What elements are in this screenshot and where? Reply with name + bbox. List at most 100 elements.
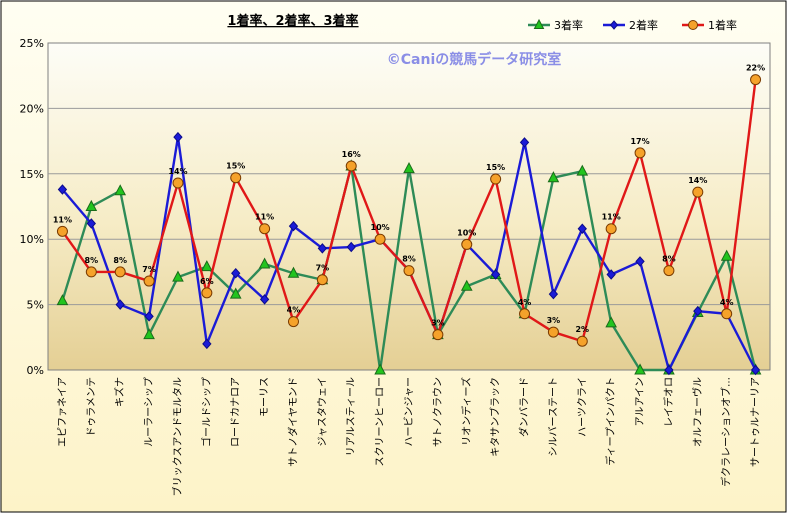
data-label: 6% — [200, 277, 214, 286]
data-point — [403, 265, 415, 277]
data-point — [605, 223, 617, 235]
legend-marker — [533, 18, 545, 29]
data-point — [692, 186, 704, 198]
data-label: 3% — [431, 319, 445, 328]
data-point — [229, 287, 242, 299]
data-point — [460, 279, 473, 291]
data-labels: 11% 8% 8% 7% 14% 6% 15% 11% 4% 7% 16% 10% 8% 3% 10% 15%… — [53, 64, 765, 335]
y-tick-label: 25% — [20, 37, 44, 50]
data-label: 10% — [371, 223, 390, 232]
data-point — [56, 225, 68, 237]
data-point — [85, 266, 97, 278]
data-point — [259, 223, 271, 235]
data-label: 8% — [113, 256, 127, 265]
data-point — [693, 305, 703, 317]
data-point — [201, 287, 213, 299]
category-label: リオンディーズ — [460, 377, 473, 446]
data-point — [634, 363, 646, 375]
data-point — [85, 199, 98, 211]
data-point — [316, 274, 328, 286]
data-label: 15% — [486, 163, 505, 172]
data-point — [345, 160, 357, 172]
data-label: 15% — [226, 162, 245, 171]
y-axis-ticks: 0% 5% 10% 15% 20% 25% — [20, 37, 44, 377]
chart-title: 1着率、2着率、3着率 — [227, 13, 358, 29]
data-point — [490, 173, 502, 185]
data-point — [56, 294, 69, 306]
y-tick-label: 0% — [27, 364, 44, 377]
data-label: 14% — [688, 176, 707, 185]
data-label: 4% — [518, 298, 532, 307]
data-label: 22% — [746, 64, 765, 73]
data-label: 7% — [142, 265, 156, 274]
category-label: サトノクラウン — [432, 377, 444, 447]
data-point — [750, 74, 762, 86]
data-label: 3% — [547, 316, 561, 325]
data-point — [114, 184, 127, 196]
data-point — [288, 220, 299, 232]
data-point — [663, 265, 675, 277]
data-label: 11% — [53, 215, 72, 224]
category-label: ルーラーシップ — [143, 377, 155, 447]
data-label: 16% — [342, 150, 361, 159]
category-label: アルアイン — [635, 377, 646, 426]
data-point — [287, 316, 299, 328]
legend-item-1: 3着率 — [528, 18, 583, 32]
data-point — [374, 233, 386, 245]
data-point — [230, 172, 242, 184]
category-label: キズナ — [113, 377, 126, 407]
legend-label: 2着率 — [629, 18, 658, 32]
data-point — [577, 223, 587, 234]
category-label: キタサンブラック — [489, 377, 502, 457]
data-point — [258, 257, 271, 269]
data-point — [201, 260, 213, 272]
legend-item-2: 2着率 — [603, 18, 658, 32]
data-point — [664, 364, 674, 376]
y-tick-label: 5% — [27, 299, 44, 312]
data-label: 8% — [402, 255, 416, 264]
data-point — [403, 161, 415, 174]
category-label: サトノダイヤモンド — [286, 377, 299, 467]
data-label: 11% — [602, 213, 621, 222]
category-label: オルフェーヴル — [691, 377, 704, 447]
legend-label: 1着率 — [708, 18, 737, 32]
legend-marker — [609, 20, 619, 30]
category-label: ハービンジャー — [403, 377, 415, 447]
data-point — [86, 218, 96, 229]
data-label: 8% — [85, 256, 99, 265]
data-point — [202, 338, 212, 350]
data-point — [490, 269, 501, 280]
data-point — [634, 147, 646, 159]
data-point — [144, 311, 154, 322]
data-point — [287, 266, 300, 278]
category-label: ゴールドシップ — [200, 377, 213, 447]
data-point — [143, 275, 155, 287]
category-label: エピファネイア — [56, 377, 68, 447]
category-label: レイデオロ — [662, 377, 675, 427]
category-label: シルバーステート — [547, 377, 559, 457]
data-point — [172, 177, 184, 189]
plot-area — [47, 42, 771, 371]
data-point — [57, 184, 68, 195]
data-point — [115, 299, 125, 310]
category-label: ドゥラメンテ — [85, 377, 97, 437]
data-point — [172, 270, 184, 282]
data-label: 4% — [720, 298, 734, 307]
data-point — [461, 238, 473, 250]
legend-label: 3着率 — [554, 18, 583, 32]
data-point — [231, 267, 241, 279]
category-label: リアルスティール — [346, 377, 357, 456]
category-label: モーリス — [260, 377, 271, 417]
data-point — [519, 308, 531, 320]
category-label: ロードカナロア — [230, 377, 242, 447]
data-label: 14% — [168, 167, 187, 176]
data-point — [635, 256, 645, 267]
data-point — [143, 328, 155, 340]
y-tick-label: 10% — [20, 233, 44, 246]
category-label: ディープインパクト — [604, 377, 617, 466]
category-label: サートゥルナーリア — [750, 377, 762, 467]
data-label: 7% — [316, 264, 330, 273]
data-point — [346, 241, 356, 253]
category-label: デクラレーションオブ… — [720, 377, 733, 487]
data-point — [721, 308, 733, 320]
